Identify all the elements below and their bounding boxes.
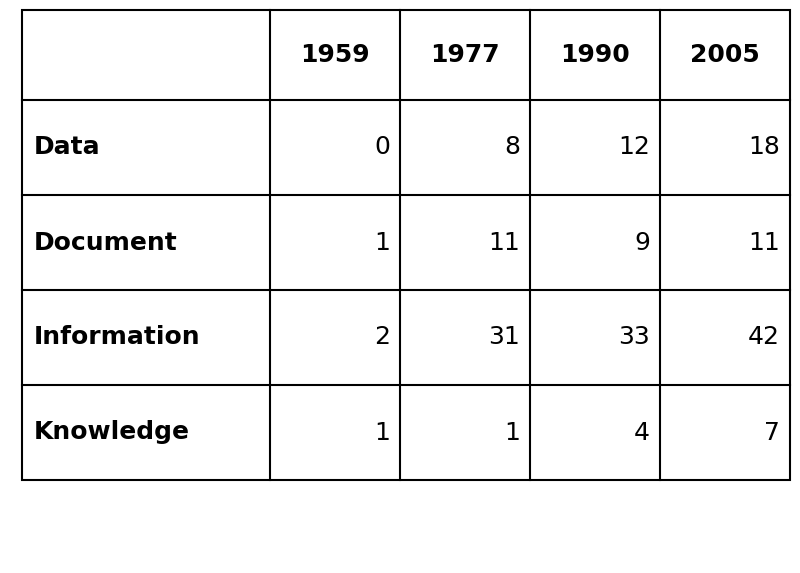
Text: 7: 7 [764,421,780,445]
Text: 42: 42 [748,325,780,350]
Text: 18: 18 [748,135,780,159]
Text: 2005: 2005 [690,43,760,67]
Text: 9: 9 [634,230,650,254]
Text: 11: 11 [748,230,780,254]
Text: 11: 11 [488,230,520,254]
Text: 8: 8 [504,135,520,159]
Text: 1: 1 [374,421,390,445]
Text: 1: 1 [374,230,390,254]
Bar [22,10,790,480]
Text: 4: 4 [634,421,650,445]
Text: 31: 31 [488,325,520,350]
Text: 1977: 1977 [430,43,500,67]
Text: 2: 2 [374,325,390,350]
Text: 0: 0 [374,135,390,159]
Text: 12: 12 [618,135,650,159]
Text: 33: 33 [618,325,650,350]
Text: Document: Document [34,230,178,254]
Text: 1959: 1959 [300,43,370,67]
Text: Information: Information [34,325,201,350]
Text: Knowledge: Knowledge [34,421,190,445]
Text: Data: Data [34,135,101,159]
Text: 1990: 1990 [560,43,630,67]
Text: 1: 1 [504,421,520,445]
